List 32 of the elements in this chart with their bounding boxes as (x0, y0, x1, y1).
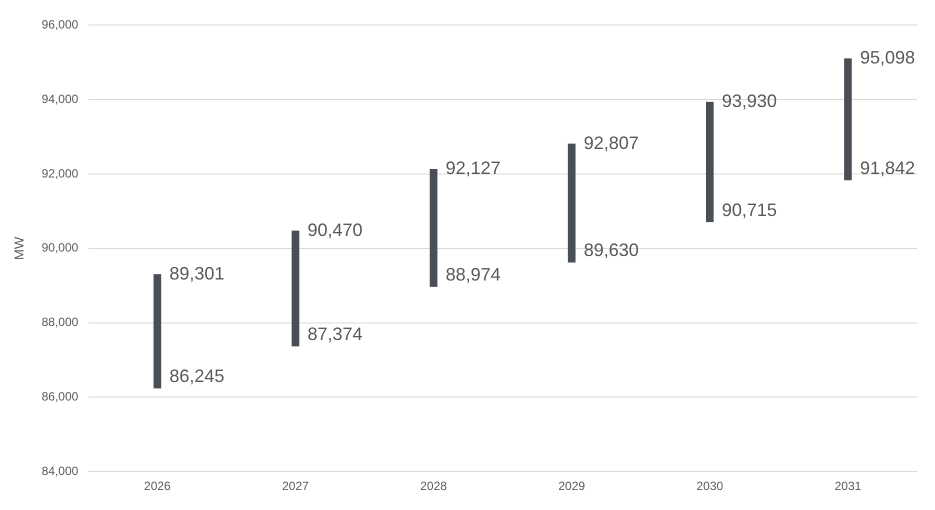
annotation: 87,374 (307, 324, 363, 344)
y-tick-label: 88,000 (42, 315, 79, 330)
annotation: 93,930 (722, 91, 777, 112)
annotation: 90,715 (722, 200, 777, 220)
annotation: 92,127 (446, 158, 501, 178)
bar (430, 168, 438, 287)
bar (154, 274, 162, 388)
y-tick-label: 96,000 (42, 18, 79, 32)
bar (844, 58, 852, 180)
y-tick-label: 90,000 (42, 240, 79, 255)
annotation: 90,470 (307, 220, 363, 240)
x-tick-label: 2027 (282, 479, 310, 494)
annotation: 86,245 (169, 366, 224, 386)
annotation: 89,301 (169, 263, 224, 284)
bar (292, 230, 300, 346)
annotation: 92,807 (584, 132, 639, 153)
x-tick-label: 2030 (696, 479, 724, 494)
x-tick-label: 2028 (420, 479, 448, 494)
annotation: 91,842 (860, 158, 916, 178)
bar (568, 144, 576, 262)
annotation: 89,630 (584, 240, 639, 260)
y-axis-title: MW (11, 236, 26, 260)
y-tick-label: 92,000 (42, 166, 79, 180)
x-tick-label: 2029 (558, 479, 586, 494)
annotation: 95,098 (860, 48, 916, 68)
y-tick-label: 94,000 (42, 92, 79, 106)
bar (706, 102, 714, 222)
y-tick-label: 84,000 (42, 464, 79, 478)
annotation: 88,974 (446, 264, 501, 285)
x-tick-label: 2031 (834, 479, 862, 494)
x-tick-label: 2026 (144, 479, 172, 494)
y-tick-label: 86,000 (42, 390, 79, 404)
